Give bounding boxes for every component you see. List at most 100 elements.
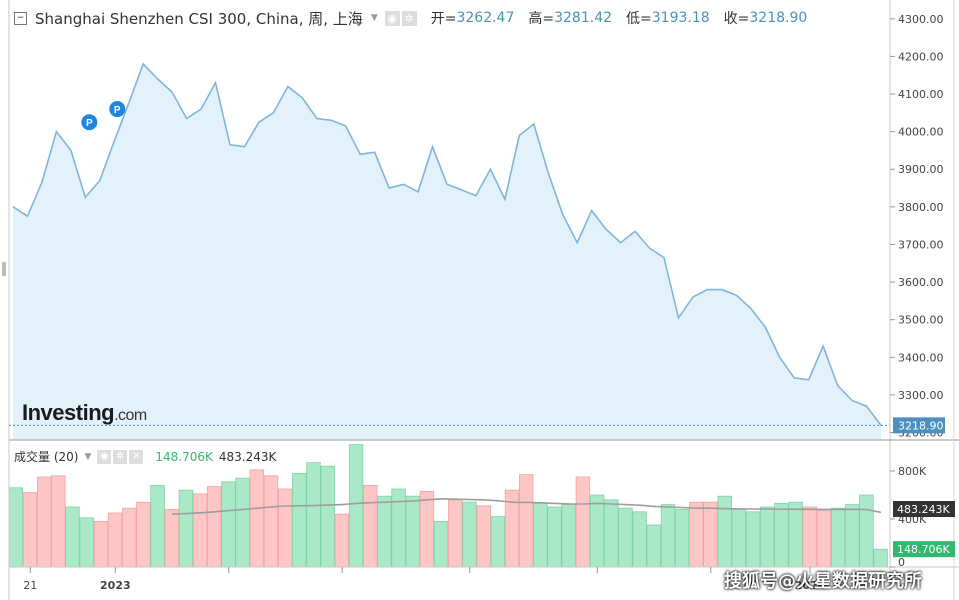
volume-bar [292,473,307,567]
price-tick-label: 3500.00 [898,314,944,327]
volume-bar [632,511,647,567]
last-price-tag-label: 3218.90 [898,419,944,432]
volume-bar [419,491,435,567]
volume-bar [377,495,392,567]
volume-bar [760,506,775,567]
low-label: 低= [626,11,652,27]
volume-bar [859,494,874,567]
price-tick-label: 4300.00 [898,13,944,26]
volume-legend: 成交量 (20) ▼ ◉ ✲ ✕ 148.706K 483.243K [14,448,276,465]
volume-bar [433,521,449,567]
source-watermark: 搜狐号@火星数据研究所 [724,571,922,592]
current-volume-tag-label: 148.706K [897,543,950,556]
volume-bar [348,444,364,567]
volume-bar [306,462,321,567]
average-volume-tag-label: 483.243K [897,503,950,516]
high-value: 3281.42 [554,10,613,26]
instrument-title: Shanghai Shenzhen CSI 300, China, 周, 上海 [35,9,363,28]
price-tick-label: 3300.00 [898,389,944,402]
volume-moving-average [171,497,882,515]
price-tick-label: 3700.00 [898,238,944,251]
settings-icon[interactable]: ✲ [401,10,417,26]
high-label: 高= [528,11,555,27]
event-marker-label: P [86,118,93,129]
volume-bar [476,505,491,567]
volume-bar [547,506,562,567]
price-tick-label: 4000.00 [898,126,944,139]
volume-title: 成交量 (20) [14,450,79,464]
price-tick-label: 3400.00 [898,351,944,364]
volume-bar [717,495,732,567]
volume-bar [745,511,761,567]
time-tick-label: 21 [23,579,37,592]
volume-bar [674,509,690,567]
volume-bar [774,503,789,567]
logo-suffix: .com [114,407,147,424]
close-label: 收= [723,11,750,27]
price-chart[interactable]: PP [9,0,890,440]
price-tick-label: 3600.00 [898,276,944,289]
price-area [13,63,881,440]
volume-average-value: 483.243K [218,449,277,464]
price-tick-label: 4200.00 [898,50,944,63]
close-value: 3218.90 [749,10,808,26]
volume-bar [405,495,421,567]
price-tick-label: 3900.00 [898,163,944,176]
chart-legend: − Shanghai Shenzhen CSI 300, China, 周, 上… [14,8,807,28]
open-value: 3262.47 [456,10,515,26]
event-marker[interactable] [109,101,126,118]
volume-bar [788,501,803,567]
visibility-toggle-icon[interactable]: ◉ [384,10,400,26]
average-volume-tag [893,501,955,518]
volume-chevron-down-icon[interactable]: ▼ [84,451,92,462]
volume-bar [575,476,591,567]
volume-bar [689,501,704,567]
volume-bar [22,492,38,567]
volume-bar [65,506,80,567]
volume-tick-label: 0 [898,556,905,569]
volume-bar [320,465,335,567]
volume-visibility-toggle-icon[interactable]: ◉ [97,449,112,464]
event-marker[interactable] [81,114,98,131]
time-tick-label: 2024 [795,579,826,592]
price-line [12,62,882,426]
volume-bar [164,509,180,567]
volume-bar [518,474,534,567]
volume-bar [107,512,123,567]
time-tick-label: 2023 [100,579,131,592]
price-tick-label: 3800.00 [898,201,944,214]
collapse-icon[interactable]: − [14,11,27,25]
volume-current-value: 148.706K [155,449,213,464]
volume-bar [136,501,151,567]
low-value: 3193.18 [651,10,710,26]
volume-bar [150,485,165,567]
volume-bar [845,504,860,567]
volume-bar [93,521,109,567]
volume-bar [36,476,52,567]
volume-chart[interactable] [9,441,890,567]
open-label: 开= [430,11,457,27]
volume-bar [816,510,832,567]
volume-bar [490,516,506,567]
volume-bar [178,489,194,567]
price-tick-label: 4100.00 [898,88,944,101]
volume-bar [235,477,250,567]
investing-logo[interactable]: Investing.com [22,400,147,426]
last-price-tag [893,417,945,434]
resize-handle[interactable] [2,262,6,276]
volume-bar [802,506,817,567]
logo-brand: Investing [22,400,115,425]
volume-bar [646,524,662,567]
chevron-down-icon[interactable]: ▼ [370,13,378,23]
volume-bar [207,486,222,567]
volume-bar [362,485,378,567]
volume-bar [462,501,477,567]
volume-bar [79,517,94,567]
volume-settings-icon[interactable]: ✲ [113,449,128,464]
volume-bar [504,489,520,567]
volume-bar [703,501,718,567]
volume-close-icon[interactable]: ✕ [129,449,144,464]
event-marker-label: P [114,105,121,116]
